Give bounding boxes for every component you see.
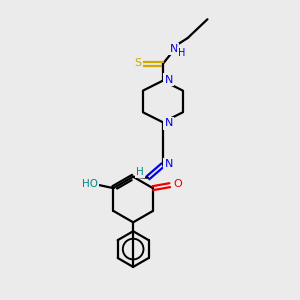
Text: O: O: [173, 179, 182, 189]
Text: N: N: [165, 118, 173, 128]
Text: N: N: [165, 159, 173, 169]
Text: HO: HO: [82, 179, 98, 189]
Text: N: N: [165, 75, 173, 85]
Text: H: H: [136, 167, 144, 177]
Text: S: S: [134, 58, 142, 68]
Text: H: H: [178, 48, 185, 58]
Text: N: N: [169, 44, 178, 54]
